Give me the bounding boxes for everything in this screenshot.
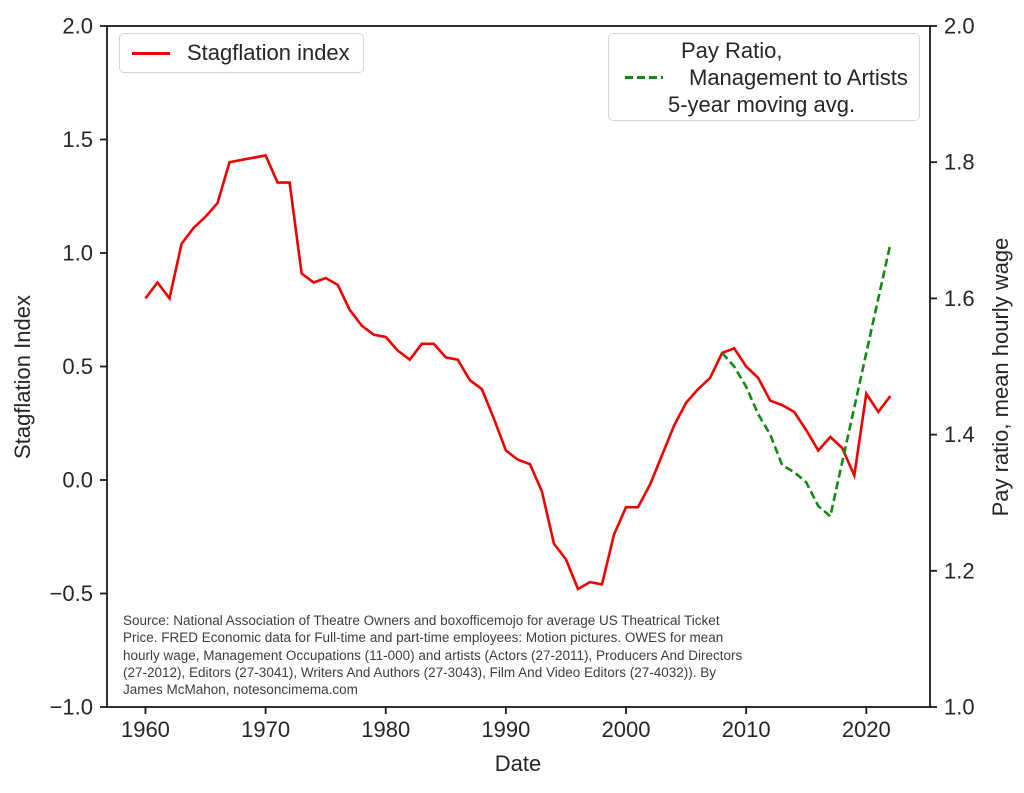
right-tick-label: 1.2: [944, 558, 975, 583]
left-tick-label: −1.0: [50, 695, 93, 720]
left-tick-label: 0.0: [62, 468, 93, 493]
legend-stagflation: Stagflation index: [119, 33, 364, 73]
pay-ratio-line: [721, 243, 892, 519]
x-tick-label: 2020: [842, 717, 891, 742]
plot-border: [106, 25, 931, 708]
left-axis-title: Stagflation Index: [10, 295, 35, 459]
source-note-line-2: Price. FRED Economic data for Full-time …: [123, 630, 724, 646]
legend-pay-ratio-line-2: Management to Artists: [689, 64, 908, 90]
right-tick-label: 2.0: [944, 14, 975, 39]
green-dashed-line-swatch: [625, 75, 663, 79]
source-note: Source: National Association of Theatre …: [123, 612, 843, 698]
legend-pay-ratio-line-3: 5-year moving avg.: [668, 91, 856, 117]
x-tick-label: 1990: [481, 717, 530, 742]
right-tick-label: 1.0: [944, 695, 975, 720]
left-tick-label: 1.0: [62, 241, 93, 266]
right-tick-label: 1.4: [944, 422, 975, 447]
source-note-line-4: (27-2012), Editors (27-3041), Writers An…: [123, 664, 717, 680]
x-tick-label: 2000: [602, 717, 651, 742]
x-tick-label: 1980: [361, 717, 410, 742]
left-tick-label: 1.5: [62, 127, 93, 152]
source-note-line-1: Source: National Association of Theatre …: [123, 613, 720, 628]
left-tick-label: 0.5: [62, 354, 93, 379]
legend-pay-ratio-line-1: Pay Ratio,: [681, 37, 783, 63]
red-line-swatch: [132, 51, 170, 55]
x-tick-label: 1960: [121, 717, 170, 742]
x-tick-label: 2010: [722, 717, 771, 742]
x-axis-title: Date: [494, 751, 542, 776]
x-tick-label: 1970: [241, 717, 290, 742]
right-tick-label: 1.6: [944, 286, 975, 311]
source-note-line-5: James McMahon, notesoncimema.com: [123, 682, 358, 698]
legend-pay-ratio-label: Pay Ratio, Management to Artists 5-year …: [668, 37, 908, 118]
left-tick-label: 2.0: [62, 14, 93, 39]
left-tick-label: −0.5: [50, 581, 93, 606]
right-axis-title: Pay ratio, mean hourly wage: [988, 237, 1013, 517]
stagflation-line: [144, 153, 892, 591]
source-note-line-3: hourly wage, Management Occupations (11-…: [123, 647, 743, 663]
legend-stagflation-label: Stagflation index: [187, 40, 350, 65]
legend-pay-ratio: Pay Ratio, Management to Artists 5-year …: [608, 33, 920, 121]
right-tick-label: 1.8: [944, 150, 975, 175]
